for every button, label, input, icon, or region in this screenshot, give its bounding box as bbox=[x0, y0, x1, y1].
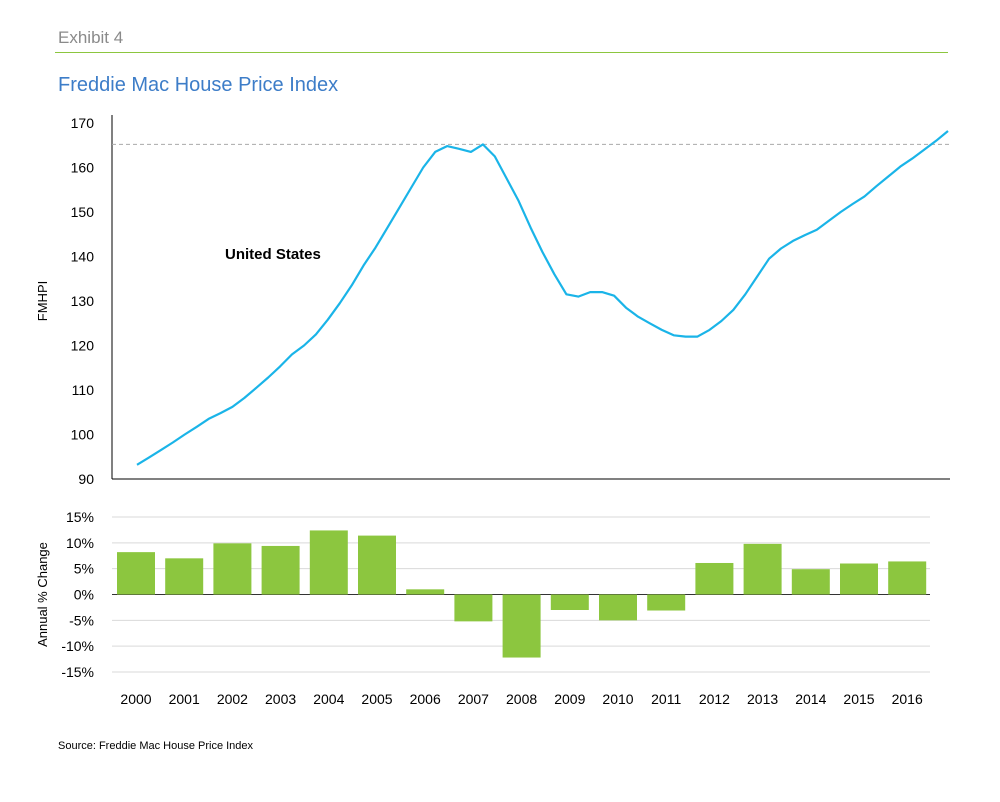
bar-2006 bbox=[406, 589, 445, 595]
x-tick-label: 2009 bbox=[554, 691, 585, 707]
y-tick-label: -5% bbox=[69, 612, 94, 628]
bar-2007 bbox=[454, 594, 493, 622]
y-tick-label: -15% bbox=[61, 664, 94, 680]
x-tick-label: 2011 bbox=[651, 691, 681, 707]
y-tick-label: 130 bbox=[71, 293, 95, 309]
bar-2004 bbox=[309, 530, 348, 595]
y-tick-label: -10% bbox=[61, 638, 94, 654]
series-annotation: United States bbox=[225, 246, 321, 263]
bar-2010 bbox=[599, 594, 637, 621]
x-tick-label: 2016 bbox=[892, 691, 923, 707]
bar-2008 bbox=[502, 594, 541, 658]
x-tick-label: 2013 bbox=[747, 691, 778, 707]
x-tick-label: 2014 bbox=[795, 691, 826, 707]
y-tick-label: 0% bbox=[74, 587, 94, 603]
bar-2012 bbox=[695, 562, 734, 595]
fmhpi-line-panel: 90 100 110 120 130 140 150 160 170 FMHPI United St… bbox=[35, 115, 950, 487]
series-line-united-states bbox=[136, 130, 949, 466]
y-tick-label: 120 bbox=[71, 338, 95, 354]
bar-2000 bbox=[117, 552, 155, 595]
x-tick-label: 2010 bbox=[602, 691, 633, 707]
x-tick-label: 2000 bbox=[120, 691, 151, 707]
bar-2013 bbox=[743, 543, 782, 595]
x-tick-label: 2004 bbox=[313, 691, 344, 707]
x-tick-label: 2012 bbox=[699, 691, 730, 707]
bar-2003 bbox=[261, 545, 300, 595]
y-axis-label: Annual % Change bbox=[35, 542, 50, 647]
source-note: Source: Freddie Mac House Price Index bbox=[58, 740, 254, 752]
x-tick-label: 2007 bbox=[458, 691, 489, 707]
y-tick-label: 15% bbox=[66, 509, 94, 525]
header-rule bbox=[55, 52, 948, 53]
bar-2001 bbox=[165, 558, 204, 595]
x-tick-label: 2008 bbox=[506, 691, 537, 707]
y-tick-label: 110 bbox=[72, 382, 95, 398]
bar-2015 bbox=[840, 563, 878, 595]
bar-2014 bbox=[791, 569, 830, 595]
y-tick-label: 160 bbox=[71, 160, 95, 176]
x-tick-label: 2006 bbox=[410, 691, 441, 707]
annual-change-bar-panel: 15% 10% 5% 0% -5% -10% -15% Annual % Change 2000… bbox=[35, 509, 930, 707]
exhibit-label: Exhibit 4 bbox=[58, 28, 124, 47]
y-tick-label: 100 bbox=[71, 427, 95, 443]
y-tick-label: 10% bbox=[66, 535, 94, 551]
x-tick-label: 2001 bbox=[169, 691, 200, 707]
y-tick-label: 90 bbox=[78, 471, 94, 487]
bar-2009 bbox=[550, 594, 589, 610]
bar-2002 bbox=[213, 543, 252, 595]
bar-2016 bbox=[888, 561, 927, 595]
bar-2011 bbox=[647, 594, 686, 611]
x-tick-label: 2002 bbox=[217, 691, 248, 707]
y-axis-label: FMHPI bbox=[35, 281, 50, 321]
chart-title: Freddie Mac House Price Index bbox=[58, 74, 339, 96]
x-tick-label: 2005 bbox=[361, 691, 392, 707]
y-tick-label: 140 bbox=[71, 249, 95, 265]
y-tick-label: 150 bbox=[71, 204, 95, 220]
y-tick-label: 170 bbox=[71, 115, 95, 131]
bar-2005 bbox=[358, 535, 396, 595]
y-tick-label: 5% bbox=[74, 561, 94, 577]
x-tick-label: 2015 bbox=[843, 691, 874, 707]
x-tick-label: 2003 bbox=[265, 691, 296, 707]
